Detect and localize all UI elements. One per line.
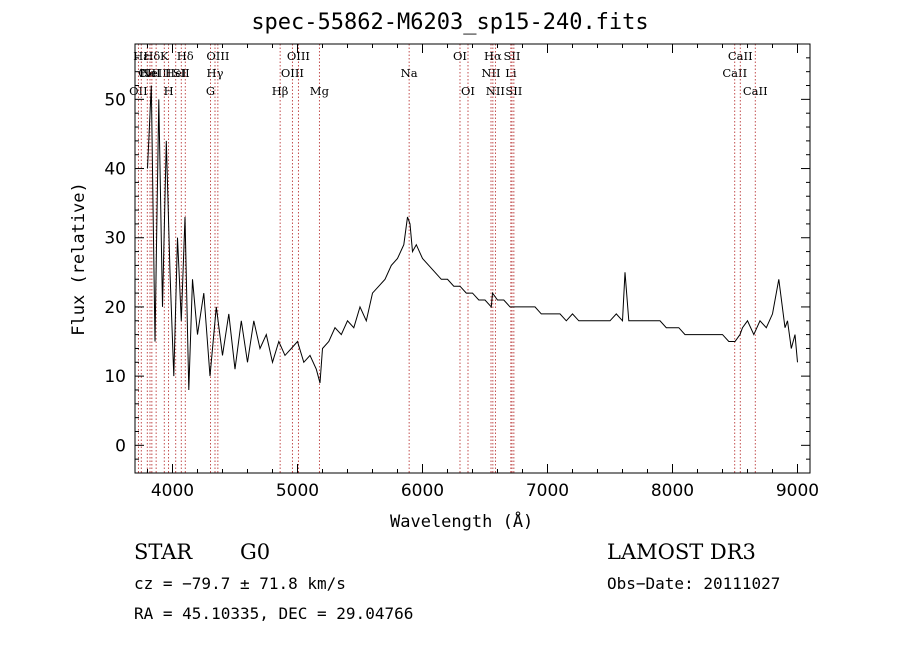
line-marker-label-18: Na — [401, 66, 418, 80]
line-marker-label-4: Hδ — [143, 49, 160, 63]
line-marker-label-17: Mg — [310, 84, 330, 98]
coordinates-text: RA = 45.10335, DEC = 29.04766 — [134, 604, 414, 623]
line-marker-label-27: CaII — [722, 66, 747, 80]
spectrum-line — [147, 85, 798, 391]
line-marker-label-6: K — [160, 49, 169, 63]
survey-label: LAMOST DR3 — [607, 540, 756, 564]
chart-title: spec-55862-M6203_sp15-240.fits — [251, 10, 649, 35]
x-tick-label-4000: 4000 — [151, 481, 194, 501]
line-marker-label-11: G — [206, 84, 215, 98]
line-marker-label-28: CaII — [728, 49, 753, 63]
line-marker-label-15: OIII — [281, 66, 304, 80]
line-marker-label-9: SII — [173, 66, 190, 80]
x-tick-label-7000: 7000 — [526, 481, 569, 501]
object-subclass: G0 — [240, 540, 271, 564]
line-marker-label-23: NII — [486, 84, 505, 98]
y-tick-label-20: 20 — [104, 298, 126, 318]
y-tick-label-30: 30 — [104, 229, 126, 249]
line-marker-label-21: NII — [481, 66, 500, 80]
line-marker-label-13: OIII — [206, 49, 229, 63]
y-tick-label-40: 40 — [104, 160, 126, 180]
y-axis-label: Flux (relative) — [69, 182, 89, 336]
line-marker-label-22: Hα — [484, 49, 502, 63]
line-marker-label-29: CaII — [743, 84, 768, 98]
plot-frame — [134, 43, 811, 474]
line-marker-label-3: HeI — [139, 66, 160, 80]
y-tick-label-0: 0 — [115, 436, 126, 456]
y-tick-label-10: 10 — [104, 367, 126, 387]
line-marker-label-14: Hβ — [272, 84, 289, 98]
line-marker-label-12: Hγ — [207, 66, 224, 80]
obs-date-text: Obs−Date: 20111027 — [607, 574, 781, 593]
line-marker-label-16: OIII — [287, 49, 310, 63]
x-axis-label: Wavelength (Å) — [390, 512, 534, 532]
line-marker-label-20: OI — [461, 84, 475, 98]
line-marker-label-19: OI — [453, 49, 467, 63]
x-tick-label-8000: 8000 — [651, 481, 694, 501]
y-tick-label-50: 50 — [104, 90, 126, 110]
x-tick-label-9000: 9000 — [776, 481, 819, 501]
x-tick-label-5000: 5000 — [276, 481, 319, 501]
object-class: STAR — [134, 540, 193, 564]
line-marker-label-5: NeIII — [141, 66, 172, 80]
line-marker-label-0: OII — [129, 84, 148, 98]
line-marker-label-25: SII — [504, 49, 521, 63]
redshift-text: cz = −79.7 ± 71.8 km/s — [134, 574, 346, 593]
line-marker-label-26: SII — [505, 84, 522, 98]
line-marker-label-10: Hδ — [177, 49, 194, 63]
line-marker-label-24: Li — [505, 66, 517, 80]
line-marker-label-1: Hε — [133, 49, 149, 63]
x-tick-label-6000: 6000 — [401, 481, 444, 501]
line-marker-label-7: H — [164, 84, 174, 98]
